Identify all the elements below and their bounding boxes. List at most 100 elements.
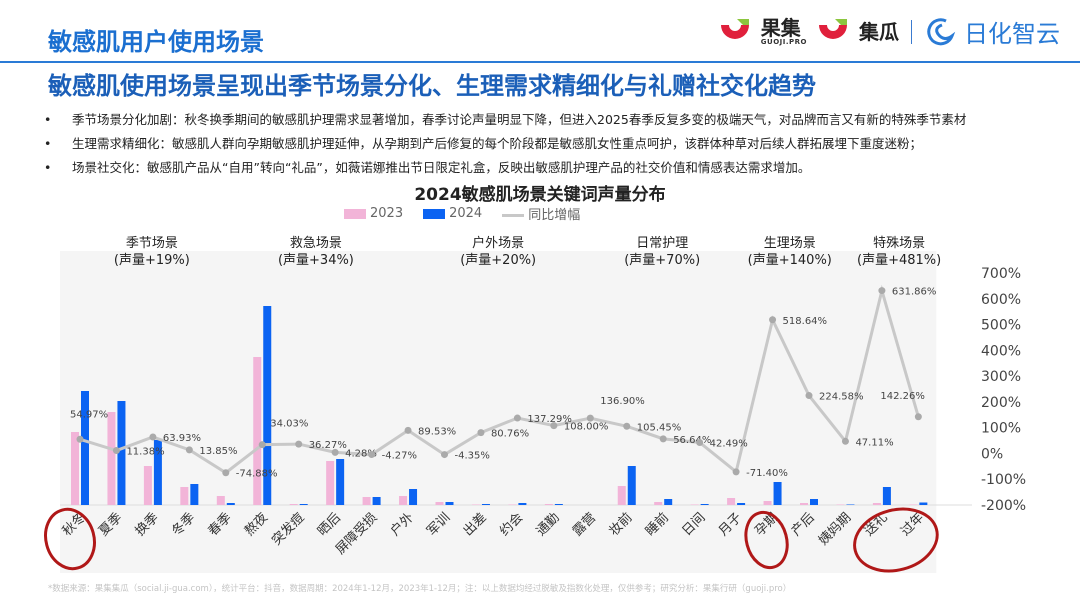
bar-2024 <box>518 503 527 505</box>
yoy-data-label: 137.29% <box>527 414 572 425</box>
yoy-point <box>112 447 120 455</box>
group-panel <box>60 251 244 573</box>
yoy-data-label: 108.00% <box>564 422 609 433</box>
bar-2024 <box>627 466 636 505</box>
bar-2023 <box>690 504 699 505</box>
yoy-point <box>368 451 376 459</box>
yoy-data-label: 136.90% <box>600 396 645 407</box>
y-right-tick: 600% <box>981 292 1021 308</box>
yoy-data-label: 631.86% <box>892 287 937 298</box>
bar-2024 <box>554 504 563 505</box>
guoji-logo-icon <box>720 18 749 39</box>
yoy-data-label: 54.97% <box>70 409 108 420</box>
bullet-item: • 季节场景分化加剧：秋冬换季期间的敏感肌护理需求显著增加，春季讨论声量明显下降，… <box>44 112 967 127</box>
bar-2023 <box>71 432 79 505</box>
bar-2023 <box>654 502 663 505</box>
highlight-circle <box>44 507 96 571</box>
bar-2024 <box>409 489 418 505</box>
yoy-point <box>841 437 849 445</box>
bar-2023 <box>399 496 408 505</box>
group-label: 季节场景 <box>126 236 178 251</box>
yoy-data-label: 36.27% <box>309 440 347 451</box>
bar-2024 <box>773 482 782 505</box>
bar-2023 <box>143 466 152 505</box>
group-note: (声量+20%) <box>460 253 536 268</box>
bar-2024 <box>190 484 199 505</box>
yoy-point <box>149 433 157 441</box>
yoy-data-label: 34.03% <box>270 419 308 430</box>
bar-2023 <box>289 504 298 505</box>
page-title: 敏感肌用户使用场景 <box>48 28 264 56</box>
header-divider <box>0 61 1080 63</box>
divider <box>911 19 912 44</box>
yoy-point <box>185 446 193 454</box>
bar-2024 <box>810 499 818 505</box>
bar-2024 <box>263 306 272 505</box>
group-note: (声量+19%) <box>114 253 190 268</box>
yoy-point <box>696 438 704 446</box>
yoy-point <box>295 440 303 448</box>
y-right-tick: -200% <box>981 498 1026 514</box>
bar-2024 <box>81 391 89 505</box>
bar-2024 <box>299 504 308 505</box>
chart-title: 2024敏感肌场景关键词声量分布 <box>414 185 666 205</box>
yoy-data-label: 13.85% <box>199 446 237 457</box>
bar-2023 <box>544 504 553 505</box>
yoy-point <box>623 422 631 430</box>
highlight-circle <box>853 507 939 573</box>
bar-2023 <box>872 503 881 505</box>
bar-2023 <box>326 461 335 505</box>
bar-2023 <box>253 357 262 505</box>
bar-2023 <box>763 501 772 505</box>
yoy-data-label: 63.93% <box>163 433 201 444</box>
yoy-point <box>805 392 813 400</box>
bar-2023 <box>435 502 444 505</box>
bar-2023 <box>727 498 736 505</box>
bar-2023 <box>107 412 116 505</box>
y-right-tick: 200% <box>981 395 1021 411</box>
bar-2024 <box>846 504 855 505</box>
yoy-data-label: 56.64% <box>673 435 711 446</box>
bar-2024 <box>737 503 746 505</box>
jigua-logo-icon <box>819 18 847 39</box>
bar-2024 <box>919 502 928 505</box>
yoy-point <box>222 469 230 477</box>
yoy-point <box>732 468 740 476</box>
bar-2023 <box>362 497 371 505</box>
logos: 果集 GUOJI.PRO 集瓜 日化智云 <box>717 14 1060 49</box>
yoy-point <box>441 451 448 459</box>
yoy-point <box>258 441 266 449</box>
bar-2023 <box>471 504 480 505</box>
yoy-data-label: 4.28% <box>345 448 377 459</box>
yoy-line <box>79 284 920 475</box>
bar-2024 <box>445 502 454 505</box>
bullet-item: • 生理需求精细化：敏感肌人群向孕期敏感肌护理延伸，从孕期到产后修复的每个阶段都是… <box>44 136 923 151</box>
bar-2023 <box>800 503 808 505</box>
yoy-point <box>659 435 667 443</box>
yoy-data-label: 47.11% <box>855 437 893 448</box>
legend-2024: 2024 <box>423 206 482 221</box>
bar-2023 <box>836 504 845 505</box>
footer-source: *数据来源：果集集瓜（social.ji-gua.com），统计平台：抖音，数据… <box>48 584 792 594</box>
y-right-tick: 300% <box>981 369 1021 385</box>
bar-2023 <box>508 504 517 505</box>
bar-2024 <box>700 504 709 505</box>
yoy-data-label: 224.58% <box>819 392 864 403</box>
yoy-point <box>550 422 558 430</box>
yoy-point <box>404 426 412 434</box>
bar-2024 <box>336 459 345 505</box>
bar-2023 <box>216 496 225 505</box>
yoy-data-label: 142.26% <box>880 391 925 402</box>
yoy-data-label: 518.64% <box>783 316 828 327</box>
y-right-tick: -100% <box>981 472 1026 488</box>
bar-2024 <box>882 487 891 505</box>
subtitle: 敏感肌使用场景呈现出季节场景分化、生理需求精细化与礼赠社交化趋势 <box>48 72 816 100</box>
yoy-data-label: -71.40% <box>746 468 788 479</box>
bar-2024 <box>226 503 235 505</box>
bullet-item: • 场景社交化：敏感肌产品从“自用”转向“礼品”，如薇诺娜推出节日限定礼盒，反映出… <box>44 160 811 175</box>
group-note: (声量+70%) <box>624 253 700 268</box>
bar-2024 <box>372 497 381 505</box>
rihua-logo-icon <box>927 17 956 45</box>
group-label: 生理场景 <box>764 236 816 251</box>
